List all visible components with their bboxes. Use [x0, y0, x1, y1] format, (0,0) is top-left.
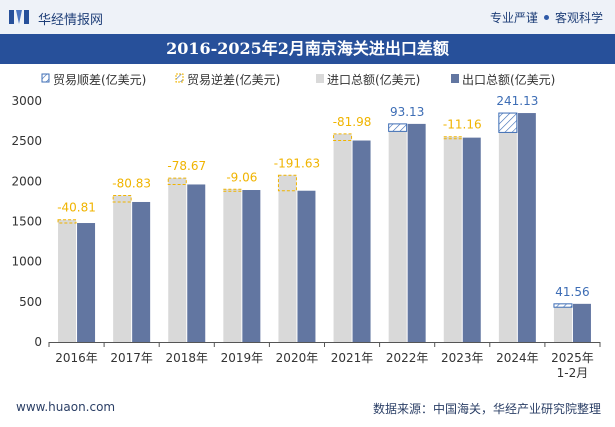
x-tick-label: 2023年 — [441, 351, 484, 365]
y-tick-label: 0 — [34, 335, 42, 349]
import-bar — [333, 133, 352, 342]
y-tick-label: 2500 — [11, 134, 42, 148]
surplus-marker — [498, 112, 518, 133]
legend-item: 贸易顺差(亿美元) — [41, 72, 146, 87]
import-bar — [278, 175, 297, 342]
title-bar: 2016-2025年2月南京海关进出口差额 — [0, 34, 615, 64]
slogan-left: 专业严谨 — [489, 11, 538, 25]
chart-title: 2016-2025年2月南京海关进出口差额 — [166, 39, 449, 58]
slogan: 专业严谨 客观科学 — [490, 9, 603, 26]
balance-label: -9.06 — [226, 170, 257, 184]
legend-swatch — [316, 74, 324, 83]
legend-swatch — [451, 74, 459, 83]
legend-swatch — [41, 73, 50, 83]
export-bar — [352, 140, 371, 342]
footer-source: 数据来源：中国海关，华经产业研究院整理 — [372, 402, 601, 416]
import-bar — [168, 178, 187, 342]
legend-label: 出口总额(亿美元) — [462, 72, 555, 87]
chart: 贸易顺差(亿美元) 贸易逆差(亿美元) 进口总额(亿美元) 出口总额(亿美元) 0 50… — [11, 72, 601, 380]
legend-label: 贸易顺差(亿美元) — [53, 72, 146, 87]
legend: 贸易顺差(亿美元) 贸易逆差(亿美元) 进口总额(亿美元) 出口总额(亿美元) — [41, 72, 555, 87]
legend-item: 贸易逆差(亿美元) — [175, 72, 280, 87]
deficit-marker — [167, 177, 187, 185]
deficit-marker — [57, 219, 77, 224]
balance-label: -191.63 — [274, 156, 320, 170]
balance-label: -11.16 — [443, 118, 482, 132]
x-tick-label: 2022年 — [386, 351, 429, 365]
legend-item: 出口总额(亿美元) — [451, 72, 555, 87]
deficit-marker — [277, 174, 297, 192]
slogan-right: 客观科学 — [554, 11, 603, 25]
export-bar — [242, 190, 261, 342]
y-tick-label: 500 — [19, 295, 42, 309]
import-bar — [223, 189, 242, 342]
balance-label: -80.83 — [112, 176, 151, 190]
x-tick-label: 1-2月 — [557, 366, 589, 380]
balance-label: -40.81 — [57, 201, 96, 215]
balance-label: -78.67 — [167, 159, 206, 173]
huajing-logo-icon — [9, 10, 29, 24]
legend-item: 进口总额(亿美元) — [316, 72, 420, 87]
import-bar — [498, 132, 517, 342]
deficit-marker — [112, 194, 132, 203]
surplus-marker — [553, 303, 573, 308]
slogan-dot-icon — [543, 15, 549, 20]
x-tick-label: 2021年 — [331, 351, 374, 365]
x-tick-label: 2025年 — [551, 351, 594, 365]
y-axis: 0 500 1000 1500 2000 2500 3000 — [11, 94, 42, 349]
export-bar — [462, 137, 481, 342]
x-tick-label: 2019年 — [221, 351, 264, 365]
legend-swatch — [175, 73, 184, 83]
export-bar — [517, 113, 536, 342]
import-bar — [553, 307, 572, 342]
import-bar — [388, 131, 407, 342]
export-bar — [187, 184, 206, 342]
balance-label: 41.56 — [555, 285, 589, 299]
y-tick-label: 3000 — [11, 94, 42, 108]
y-tick-label: 1000 — [11, 255, 42, 269]
x-tick-label: 2017年 — [110, 351, 153, 365]
export-bar — [297, 190, 316, 342]
surplus-marker — [388, 123, 408, 132]
legend-label: 进口总额(亿美元) — [327, 72, 420, 87]
bars: -40.81 -80.83 -78.67 -9.06 -191.63 -81.98 93.1… — [57, 94, 591, 342]
export-bar — [77, 223, 96, 342]
balance-label: 93.13 — [390, 105, 424, 119]
import-bar — [113, 195, 132, 342]
export-bar — [407, 123, 426, 342]
header-bar: 华经情报网 专业严谨 客观科学 — [0, 0, 615, 34]
y-tick-label: 2000 — [11, 174, 42, 188]
footer-website: www.huaon.com — [16, 400, 116, 414]
x-tick-label: 2024年 — [496, 351, 539, 365]
legend-label: 贸易逆差(亿美元) — [187, 72, 280, 87]
x-axis: 2016年 2017年 2018年 2019年 2020年 2021年 2022年 2023年… — [48, 342, 601, 380]
x-tick-label: 2016年 — [55, 351, 98, 365]
deficit-marker — [333, 133, 353, 142]
x-tick-label: 2020年 — [276, 351, 319, 365]
balance-label: -81.98 — [333, 115, 372, 129]
y-tick-label: 1500 — [11, 215, 42, 229]
site-name: 华经情报网 — [38, 13, 104, 28]
export-bar — [572, 303, 591, 342]
balance-label: 241.13 — [496, 94, 538, 108]
import-bar — [443, 136, 462, 342]
x-tick-label: 2018年 — [165, 351, 208, 365]
import-bar — [58, 219, 77, 342]
export-bar — [132, 201, 151, 342]
